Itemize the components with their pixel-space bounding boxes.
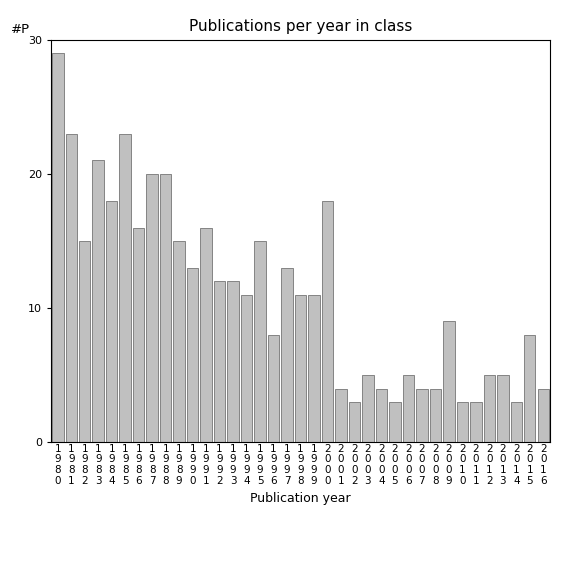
Bar: [92, 160, 104, 442]
Bar: [160, 174, 171, 442]
Bar: [106, 201, 117, 442]
Bar: [456, 402, 468, 442]
Bar: [430, 388, 441, 442]
Bar: [470, 402, 481, 442]
Bar: [241, 295, 252, 442]
Title: Publications per year in class: Publications per year in class: [189, 19, 412, 35]
Bar: [281, 268, 293, 442]
Bar: [497, 375, 509, 442]
Bar: [187, 268, 198, 442]
X-axis label: Publication year: Publication year: [250, 492, 351, 505]
Bar: [295, 295, 306, 442]
Bar: [484, 375, 495, 442]
Bar: [174, 241, 185, 442]
Bar: [376, 388, 387, 442]
Bar: [362, 375, 374, 442]
Bar: [443, 321, 455, 442]
Bar: [268, 335, 280, 442]
Bar: [335, 388, 346, 442]
Bar: [120, 134, 131, 442]
Bar: [52, 53, 64, 442]
Bar: [308, 295, 320, 442]
Bar: [524, 335, 535, 442]
Bar: [538, 388, 549, 442]
Bar: [389, 402, 401, 442]
Bar: [227, 281, 239, 442]
Bar: [214, 281, 225, 442]
Bar: [403, 375, 414, 442]
Bar: [255, 241, 266, 442]
Bar: [321, 201, 333, 442]
Bar: [79, 241, 91, 442]
Bar: [200, 227, 212, 442]
Bar: [146, 174, 158, 442]
Bar: [416, 388, 428, 442]
Text: #P: #P: [11, 23, 30, 36]
Bar: [133, 227, 145, 442]
Bar: [66, 134, 77, 442]
Bar: [510, 402, 522, 442]
Bar: [349, 402, 360, 442]
